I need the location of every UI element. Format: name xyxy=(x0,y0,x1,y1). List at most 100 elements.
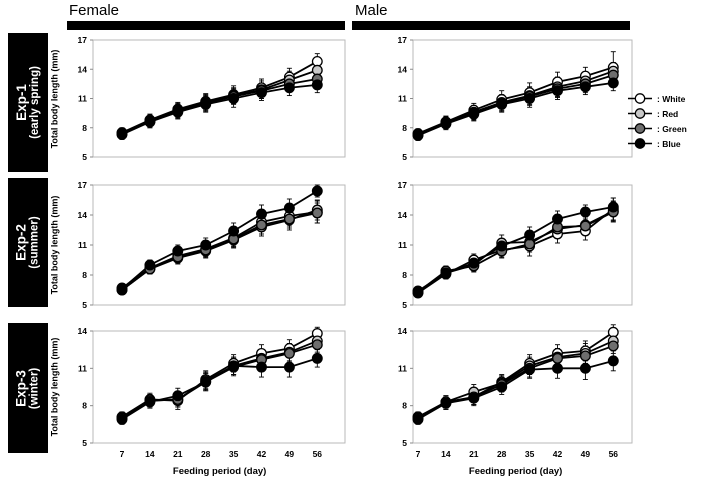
chart-exp2-female: 5 8 11 14 17 xyxy=(78,180,346,310)
y-tick-label: 5 xyxy=(402,152,407,162)
y-axis-title-exp3: Total body length (mm) xyxy=(46,331,62,443)
x-tick-label: 42 xyxy=(553,449,563,459)
y-tick-label: 11 xyxy=(398,363,407,373)
y-tick-label: 17 xyxy=(398,35,408,45)
x-tick-label: 49 xyxy=(581,449,591,459)
y-axis: 5 8 11 14 17 xyxy=(398,180,413,310)
x-axis: 7 14 21 28 35 42 49 56 Feeding period (day) xyxy=(416,449,619,477)
y-tick-label: 8 xyxy=(402,270,407,280)
y-tick-label: 17 xyxy=(78,180,88,190)
y-axis-title-exp3-text: Total body length (mm) xyxy=(49,337,60,437)
chart-exp3-male: 5 8 11 14 7 14 21 28 35 42 49 56 Feeding period (day… xyxy=(398,324,633,477)
chart-exp1-female: 5 8 11 14 17 xyxy=(78,35,346,162)
series-markers-blue xyxy=(412,201,619,297)
y-tick-label: 5 xyxy=(82,300,87,310)
y-axis-title-exp2: Total body length (mm) xyxy=(46,185,62,305)
legend-label-red: : Red xyxy=(657,108,679,119)
y-tick-label: 8 xyxy=(82,123,87,133)
y-tick-label: 8 xyxy=(82,270,87,280)
male-header-bar xyxy=(352,23,630,30)
y-tick-label: 11 xyxy=(78,94,87,104)
series-markers-blue xyxy=(412,355,619,425)
y-tick-label: 8 xyxy=(402,401,407,411)
row-label-exp2-text: Exp-2 (summer) xyxy=(13,216,42,269)
column-header-female-label: Female xyxy=(69,2,120,19)
y-tick-label: 8 xyxy=(402,123,407,133)
x-tick-label: 21 xyxy=(173,449,183,459)
legend-item-blue: : Blue xyxy=(627,136,687,151)
y-tick-label: 5 xyxy=(402,438,407,448)
legend-item-red: : Red xyxy=(627,106,687,121)
series-markers-blue xyxy=(116,185,323,295)
legend-marker-blue-icon xyxy=(628,138,652,149)
column-header-female: Female xyxy=(67,2,345,23)
column-header-male-label: Male xyxy=(355,2,388,19)
plot-frame xyxy=(412,330,633,444)
row-label-exp1-line1: Exp-1 xyxy=(13,84,29,121)
x-tick-label: 56 xyxy=(609,449,619,459)
series-markers-blue xyxy=(116,79,323,141)
legend-marker-red-icon xyxy=(628,108,652,119)
legend-item-white: : White xyxy=(627,91,687,106)
y-tick-label: 14 xyxy=(398,326,408,336)
row-label-exp1-text: Exp-1 (early spring) xyxy=(13,66,42,139)
y-tick-label: 14 xyxy=(398,64,408,74)
legend-marker-green-icon xyxy=(628,123,652,134)
x-tick-label: 42 xyxy=(257,449,267,459)
y-axis-title-exp1: Total body length (mm) xyxy=(46,40,62,157)
y-tick-label: 14 xyxy=(78,326,88,336)
y-tick-label: 5 xyxy=(82,438,87,448)
y-tick-label: 14 xyxy=(78,64,88,74)
y-tick-label: 14 xyxy=(78,210,88,220)
y-axis: 5 8 11 14 17 xyxy=(78,35,93,162)
x-axis: 7 14 21 28 35 42 49 56 Feeding period (day) xyxy=(120,449,323,477)
x-tick-label: 56 xyxy=(313,449,323,459)
y-tick-label: 11 xyxy=(78,363,87,373)
y-axis: 5 8 11 14 17 xyxy=(398,35,413,162)
row-label-exp2-line1: Exp-2 xyxy=(13,224,29,261)
y-tick-label: 11 xyxy=(398,94,407,104)
row-label-exp3: Exp-3 (winter) xyxy=(8,323,48,453)
x-tick-label: 14 xyxy=(145,449,155,459)
series-markers-red xyxy=(412,205,619,298)
x-tick-label: 14 xyxy=(441,449,451,459)
y-tick-label: 17 xyxy=(78,35,88,45)
y-tick-label: 5 xyxy=(82,152,87,162)
x-tick-label: 21 xyxy=(469,449,479,459)
column-header-male: Male xyxy=(352,2,630,23)
x-tick-label: 7 xyxy=(120,449,125,459)
series-markers-green xyxy=(412,340,619,424)
legend-item-green: : Green xyxy=(627,121,687,136)
row-label-exp1-line2: (early spring) xyxy=(28,66,41,139)
x-tick-label: 28 xyxy=(497,449,507,459)
series-markers-white xyxy=(412,203,619,299)
plot-frame xyxy=(92,330,346,444)
x-tick-label: 7 xyxy=(416,449,421,459)
y-tick-label: 8 xyxy=(82,401,87,411)
row-label-exp1: Exp-1 (early spring) xyxy=(8,33,48,172)
series-markers-green xyxy=(116,339,323,424)
legend-label-blue: : Blue xyxy=(657,138,681,149)
x-tick-label: 35 xyxy=(525,449,535,459)
legend-label-green: : Green xyxy=(657,123,687,134)
error-bars-blue xyxy=(415,350,616,425)
row-label-exp2-line2: (summer) xyxy=(28,216,41,269)
y-tick-label: 17 xyxy=(398,180,408,190)
series-markers-blue xyxy=(412,77,619,142)
x-tick-label: 28 xyxy=(201,449,211,459)
row-label-exp3-line2: (winter) xyxy=(28,367,41,409)
row-label-exp3-line1: Exp-3 xyxy=(13,369,29,407)
x-tick-label: 35 xyxy=(229,449,239,459)
legend-label-white: : White xyxy=(657,93,686,104)
y-tick-label: 5 xyxy=(402,300,407,310)
y-tick-label: 11 xyxy=(78,240,87,250)
row-label-exp3-text: Exp-3 (winter) xyxy=(13,367,42,409)
x-axis-title: Feeding period (day) xyxy=(469,466,562,477)
legend: : White : Red : Green : Blue xyxy=(627,91,687,151)
series-markers-green xyxy=(116,207,323,296)
chart-exp1-male: 5 8 11 14 17 xyxy=(398,35,633,162)
x-axis-title: Feeding period (day) xyxy=(173,466,266,477)
chart-exp2-male: 5 8 11 14 17 xyxy=(398,180,633,310)
y-axis-title-exp2-text: Total body length (mm) xyxy=(49,195,60,295)
